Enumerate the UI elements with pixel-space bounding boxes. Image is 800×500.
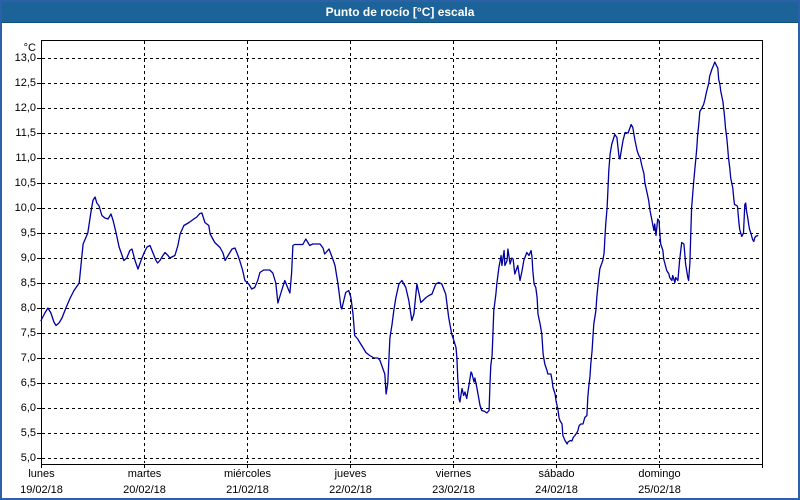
dewpoint-line	[40, 61, 759, 445]
chart-title: Punto de rocío [°C] escala	[325, 5, 475, 19]
axis-ticks	[37, 58, 763, 468]
x-date-label: 25/02/18	[638, 484, 681, 496]
x-day-label: martes	[127, 468, 162, 480]
x-date-label: 23/02/18	[432, 484, 475, 496]
x-day-label: sábado	[538, 468, 575, 480]
y-tick-label: 8,5	[20, 276, 36, 289]
y-tick-label: 11,5	[15, 126, 36, 139]
gridlines	[42, 41, 761, 463]
y-tick-label: 9,0	[20, 251, 36, 264]
y-tick-label: 7,0	[20, 351, 36, 364]
y-tick-label: 5,5	[20, 426, 36, 439]
y-tick-label: 7,5	[20, 326, 36, 339]
y-tick-label: 10,5	[14, 176, 36, 189]
x-day-label: domingo	[638, 468, 681, 480]
x-day-label: lunes	[28, 468, 55, 480]
x-date-label: 22/02/18	[329, 484, 372, 496]
y-axis-unit: °C	[23, 42, 36, 54]
y-tick-label: 10,0	[14, 201, 36, 214]
y-tick-label: 8,0	[20, 301, 36, 314]
y-tick-label: 6,5	[20, 376, 36, 389]
x-day-label: miércoles	[223, 468, 272, 480]
plot-frame	[41, 40, 763, 465]
y-tick-label: 12,0	[14, 101, 36, 114]
y-tick-label: 6,0	[20, 401, 36, 414]
x-date-label: 19/02/18	[20, 484, 63, 496]
y-tick-label: 9,5	[20, 226, 36, 239]
x-date-label: 24/02/18	[535, 484, 578, 496]
x-day-label: viernes	[435, 468, 472, 480]
x-date-label: 21/02/18	[226, 484, 269, 496]
title-bar: Punto de rocío [°C] escala	[2, 2, 798, 23]
x-date-label: 20/02/18	[123, 484, 166, 496]
y-tick-label: 11,0	[15, 151, 36, 164]
y-tick-label: 12,5	[14, 76, 36, 89]
y-tick-label: 13,0	[14, 51, 36, 64]
y-tick-label: 5,0	[20, 451, 36, 464]
x-day-label: jueves	[334, 468, 367, 480]
